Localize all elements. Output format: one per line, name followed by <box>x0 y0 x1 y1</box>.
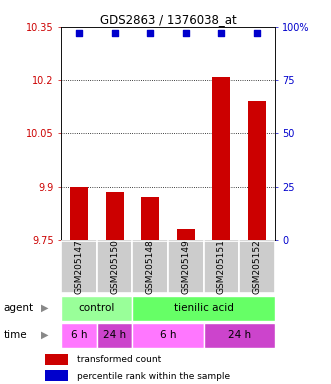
Text: time: time <box>3 330 27 340</box>
Title: GDS2863 / 1376038_at: GDS2863 / 1376038_at <box>100 13 236 26</box>
Point <box>183 30 188 36</box>
Bar <box>248 101 266 240</box>
Text: 24 h: 24 h <box>103 330 126 340</box>
FancyBboxPatch shape <box>97 323 132 348</box>
Text: 6 h: 6 h <box>71 330 87 340</box>
Text: GSM205148: GSM205148 <box>146 240 155 294</box>
Bar <box>45 370 68 381</box>
Bar <box>177 228 195 240</box>
Point <box>112 30 117 36</box>
Text: 6 h: 6 h <box>160 330 176 340</box>
Point <box>76 30 82 36</box>
FancyBboxPatch shape <box>204 240 239 293</box>
Text: GSM205149: GSM205149 <box>181 240 190 294</box>
Text: control: control <box>79 303 115 313</box>
Text: GSM205151: GSM205151 <box>217 240 226 294</box>
Bar <box>213 77 230 240</box>
Text: ▶: ▶ <box>41 330 49 340</box>
Text: GSM205147: GSM205147 <box>74 240 83 294</box>
FancyBboxPatch shape <box>61 323 97 348</box>
Bar <box>70 187 88 240</box>
Text: GSM205152: GSM205152 <box>253 240 261 294</box>
Text: GSM205150: GSM205150 <box>110 240 119 294</box>
Text: tienilic acid: tienilic acid <box>174 303 233 313</box>
Bar <box>106 192 123 240</box>
FancyBboxPatch shape <box>61 296 132 321</box>
FancyBboxPatch shape <box>204 323 275 348</box>
FancyBboxPatch shape <box>97 240 132 293</box>
Point <box>254 30 260 36</box>
FancyBboxPatch shape <box>168 240 204 293</box>
FancyBboxPatch shape <box>132 240 168 293</box>
Text: transformed count: transformed count <box>77 355 161 364</box>
Point <box>219 30 224 36</box>
Text: percentile rank within the sample: percentile rank within the sample <box>77 372 230 381</box>
FancyBboxPatch shape <box>61 240 97 293</box>
Bar <box>141 197 159 240</box>
Text: 24 h: 24 h <box>228 330 251 340</box>
Point <box>148 30 153 36</box>
Bar <box>45 354 68 365</box>
Text: ▶: ▶ <box>41 303 49 313</box>
FancyBboxPatch shape <box>132 323 204 348</box>
FancyBboxPatch shape <box>239 240 275 293</box>
FancyBboxPatch shape <box>132 296 275 321</box>
Text: agent: agent <box>3 303 33 313</box>
